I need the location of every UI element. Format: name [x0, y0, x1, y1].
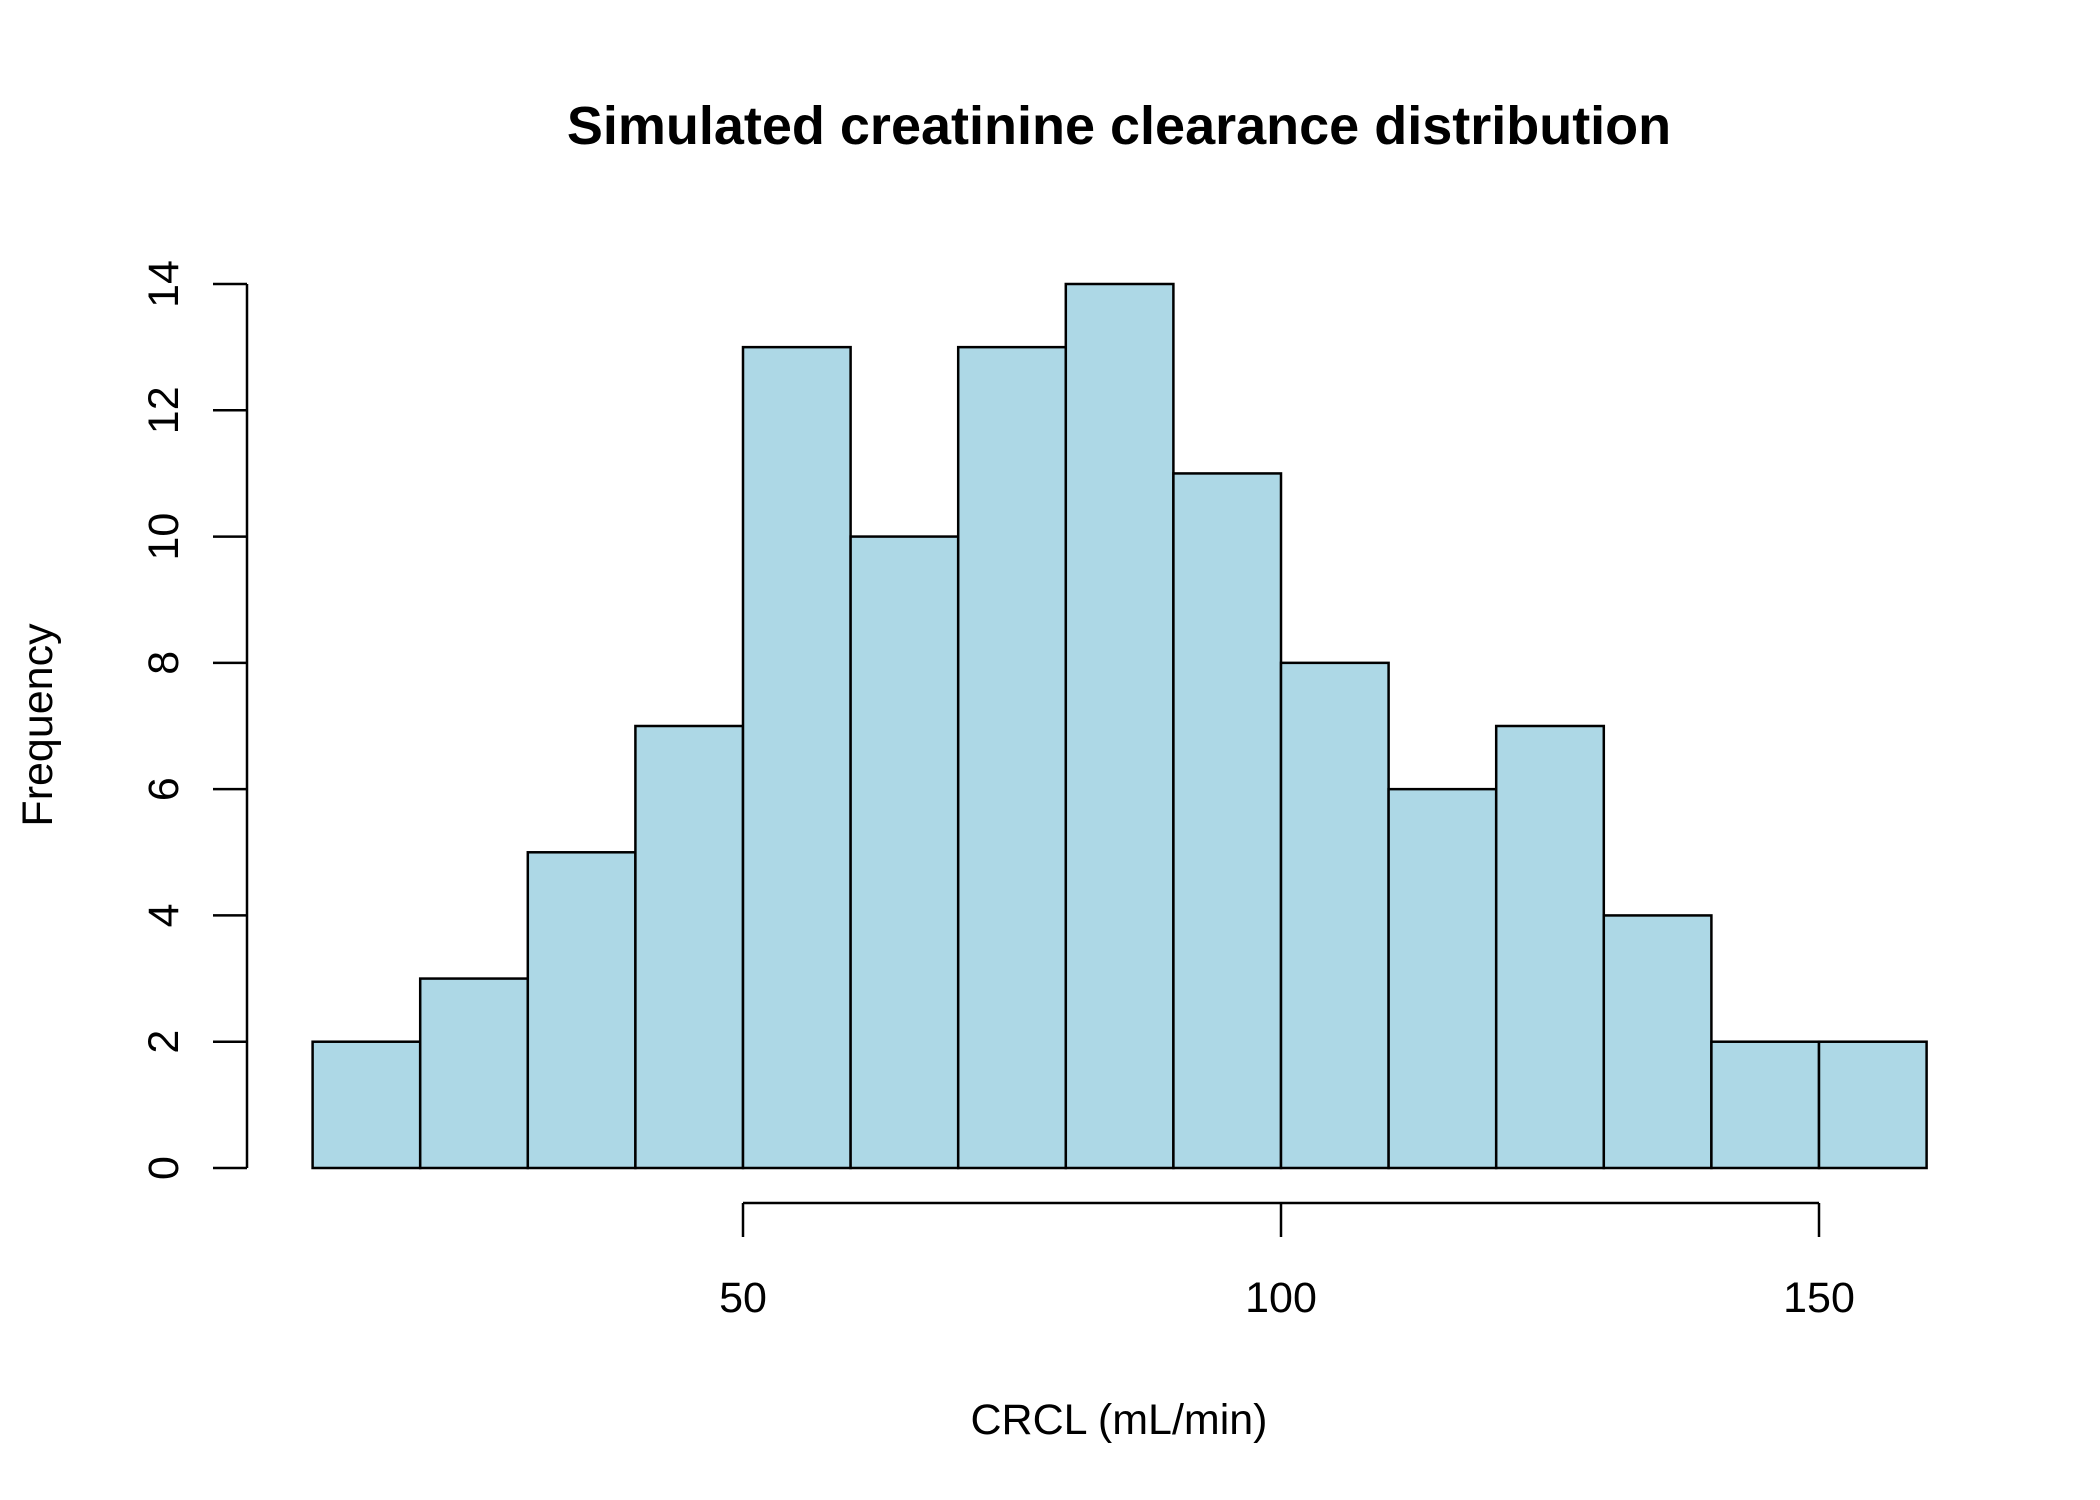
x-tick-label: 150 — [1783, 1274, 1855, 1322]
histogram-bar — [1172, 472, 1283, 1170]
x-axis-label: CRCL (mL/min) — [970, 1396, 1267, 1444]
histogram-bar — [526, 851, 637, 1170]
histogram-bar — [1602, 914, 1713, 1170]
histogram-bar — [418, 977, 530, 1170]
histogram-bar — [956, 345, 1068, 1170]
histogram-bar — [1817, 1040, 1928, 1170]
histogram-bar — [849, 535, 960, 1170]
y-tick-label: 10 — [140, 513, 188, 561]
x-tick-label: 50 — [719, 1274, 767, 1322]
y-tick-label: 0 — [140, 1156, 188, 1180]
y-tick-label: 6 — [140, 777, 188, 801]
y-tick-label: 2 — [140, 1030, 188, 1054]
histogram-bar — [1387, 787, 1498, 1170]
chart-title: Simulated creatinine clearance distribut… — [567, 96, 1671, 156]
histogram-bar — [634, 724, 745, 1170]
histogram-bar — [311, 1040, 422, 1170]
histogram-bar — [1494, 724, 1606, 1170]
y-tick-label: 8 — [140, 651, 188, 675]
histogram-bar — [1710, 1040, 1821, 1170]
y-axis-label: Frequency — [14, 623, 62, 827]
histogram-bar — [741, 345, 852, 1170]
histogram-bar — [1064, 282, 1175, 1170]
y-tick-label: 12 — [140, 386, 188, 434]
x-axis: 50 100 150 — [719, 1201, 1855, 1322]
histogram-bar — [1279, 661, 1390, 1170]
y-tick-label: 4 — [140, 903, 188, 927]
y-axis: 0 2 4 6 8 10 12 14 — [140, 260, 249, 1180]
y-tick-label: 14 — [140, 260, 188, 308]
bars-group — [311, 282, 1928, 1170]
x-tick-label: 100 — [1245, 1274, 1317, 1322]
